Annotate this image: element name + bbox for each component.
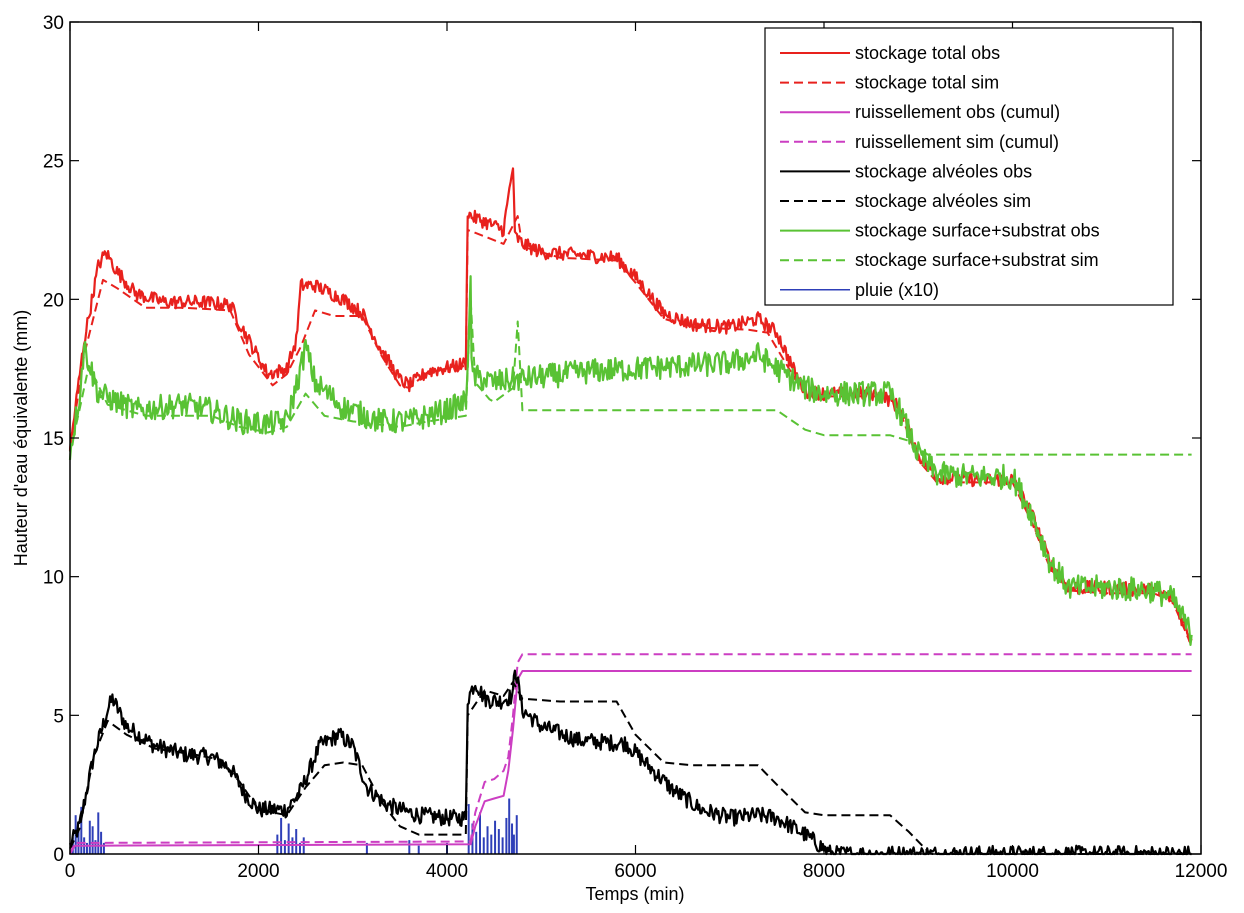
x-tick-label: 6000: [614, 861, 656, 882]
y-tick-label: 25: [43, 152, 64, 173]
legend-label-stockage-total-sim: stockage total sim: [855, 73, 999, 93]
y-tick-label: 10: [43, 568, 64, 589]
stockage-alveoles-obs-line: [68, 669, 1192, 856]
legend-box: [764, 27, 1174, 306]
stockage-surface-substrat-obs-line: [68, 275, 1193, 646]
x-tick-label: 4000: [426, 861, 468, 882]
legend-label-ruissellement-obs-cumul: ruissellement obs (cumul): [855, 102, 1060, 122]
y-tick-label: 30: [43, 13, 64, 34]
y-tick-label: 0: [53, 845, 64, 866]
x-axis-label: Temps (min): [585, 884, 684, 904]
legend-label-stockage-total-obs: stockage total obs: [855, 43, 1000, 63]
x-tick-label: 2000: [237, 861, 279, 882]
series-layer: [68, 167, 1193, 856]
legend-label-stockage-alveoles-sim: stockage alvéoles sim: [855, 191, 1031, 211]
x-tick-label: 12000: [1175, 861, 1228, 882]
legend-label-stockage-alveoles-obs: stockage alvéoles obs: [855, 161, 1032, 181]
legend-label-stockage-surface-substrat-obs: stockage surface+substrat obs: [855, 221, 1100, 241]
y-axis-label: Hauteur d'eau équivalente (mm): [11, 310, 31, 567]
x-tick-label: 8000: [803, 861, 845, 882]
legend-label-pluie-x10: pluie (x10): [855, 280, 939, 300]
ticks-layer: 0 2000 4000 6000 8000 10000 12000 0 5 10 15 20 25 30: [43, 13, 1228, 882]
y-tick-label: 15: [43, 429, 64, 450]
stockage-surface-substrat-sim-line: [69, 298, 1192, 456]
y-tick-label: 5: [53, 706, 64, 727]
x-tick-label: 0: [65, 861, 76, 882]
legend: stockage total obs stockage total sim ruis…: [764, 27, 1174, 306]
x-tick-label: 10000: [986, 861, 1039, 882]
legend-label-ruissellement-sim-cumul: ruissellement sim (cumul): [855, 132, 1059, 152]
y-tick-label: 20: [43, 290, 64, 311]
ruissellement-sim-cumul-line: [69, 653, 1192, 855]
legend-label-stockage-surface-substrat-sim: stockage surface+substrat sim: [855, 250, 1099, 270]
